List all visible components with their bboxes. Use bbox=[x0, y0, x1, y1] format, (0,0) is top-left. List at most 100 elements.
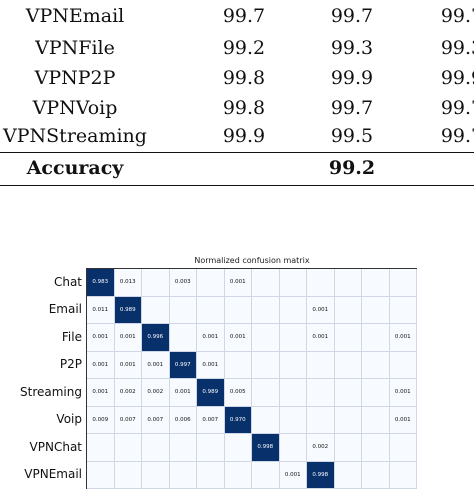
table-row: VPNP2P 99.8 99.9 99.9 bbox=[0, 64, 474, 92]
metric-value: 99.3 bbox=[320, 34, 384, 62]
matrix-cell bbox=[142, 434, 170, 462]
matrix-cell bbox=[252, 269, 280, 297]
metric-value: 99.7 bbox=[320, 94, 384, 122]
matrix-cell bbox=[252, 324, 280, 352]
metric-value: 99.9 bbox=[430, 64, 474, 92]
matrix-cell bbox=[335, 379, 363, 407]
matrix-cell bbox=[197, 269, 225, 297]
matrix-cell: 0.996 bbox=[142, 324, 170, 352]
matrix-cell: 0.002 bbox=[142, 379, 170, 407]
matrix-cell bbox=[197, 297, 225, 325]
matrix-cell: 0.001 bbox=[197, 352, 225, 380]
accuracy-value: 99.2 bbox=[320, 154, 384, 182]
matrix-cell bbox=[335, 407, 363, 435]
matrix-cell bbox=[280, 434, 308, 462]
matrix-cell: 0.001 bbox=[115, 352, 143, 380]
metric-value: 99.8 bbox=[212, 64, 276, 92]
matrix-cell: 0.998 bbox=[307, 462, 335, 489]
matrix-cell bbox=[362, 297, 390, 325]
matrix-cell: 0.997 bbox=[170, 352, 198, 380]
matrix-cell: 0.989 bbox=[115, 297, 143, 325]
matrix-cell bbox=[362, 407, 390, 435]
matrix-cell: 0.006 bbox=[170, 407, 198, 435]
matrix-cell: 0.009 bbox=[87, 407, 115, 435]
class-name: VPNVoip bbox=[0, 94, 150, 122]
row-label: Email bbox=[0, 302, 82, 316]
matrix-cell bbox=[142, 269, 170, 297]
matrix-cell: 0.002 bbox=[115, 379, 143, 407]
row-label: Chat bbox=[0, 275, 82, 289]
matrix-cell: 0.001 bbox=[390, 324, 418, 352]
row-label: P2P bbox=[0, 357, 82, 371]
matrix-cell: 0.001 bbox=[170, 379, 198, 407]
row-label: VPNEmail bbox=[0, 467, 82, 481]
matrix-cell bbox=[115, 462, 143, 489]
matrix-cell: 0.001 bbox=[280, 462, 308, 489]
matrix-cell: 0.001 bbox=[197, 324, 225, 352]
matrix-cell bbox=[225, 352, 253, 380]
matrix-cell bbox=[252, 297, 280, 325]
class-name: VPNFile bbox=[0, 34, 150, 62]
metric-value: 99.8 bbox=[212, 94, 276, 122]
matrix-cell bbox=[280, 297, 308, 325]
matrix-cell bbox=[362, 352, 390, 380]
matrix-cell: 0.011 bbox=[87, 297, 115, 325]
metric-value: 99.2 bbox=[212, 34, 276, 62]
matrix-cell: 0.007 bbox=[197, 407, 225, 435]
matrix-cell: 0.001 bbox=[142, 352, 170, 380]
matrix-cell bbox=[280, 324, 308, 352]
accuracy-label: Accuracy bbox=[0, 154, 150, 182]
matrix-cell bbox=[390, 434, 418, 462]
row-label: Voip bbox=[0, 412, 82, 426]
matrix-cell bbox=[252, 462, 280, 489]
matrix-cell: 0.007 bbox=[115, 407, 143, 435]
matrix-cell: 0.001 bbox=[87, 352, 115, 380]
table-row: VPNFile 99.2 99.3 99.3 bbox=[0, 34, 474, 62]
class-name: VPNStreaming bbox=[0, 122, 150, 150]
table-rule bbox=[0, 152, 474, 153]
matrix-cell: 0.002 bbox=[307, 434, 335, 462]
matrix-cell bbox=[335, 434, 363, 462]
matrix-cell bbox=[87, 434, 115, 462]
table-row: VPNStreaming 99.9 99.5 99.7 bbox=[0, 122, 474, 150]
matrix-cell bbox=[362, 324, 390, 352]
matrix-cell bbox=[335, 269, 363, 297]
matrix-cell: 0.001 bbox=[390, 379, 418, 407]
matrix-cell: 0.003 bbox=[170, 269, 198, 297]
matrix-cell: 0.001 bbox=[225, 269, 253, 297]
matrix-cell bbox=[362, 462, 390, 489]
class-name: VPNP2P bbox=[0, 64, 150, 92]
matrix-cell bbox=[252, 379, 280, 407]
matrix-cell bbox=[142, 297, 170, 325]
matrix-cell bbox=[390, 462, 418, 489]
metric-value: 99.7 bbox=[430, 122, 474, 150]
matrix-cell bbox=[335, 352, 363, 380]
matrix-cell bbox=[280, 269, 308, 297]
row-label: Streaming bbox=[0, 385, 82, 399]
matrix-cell bbox=[362, 379, 390, 407]
matrix-cell bbox=[280, 379, 308, 407]
matrix-cell bbox=[115, 434, 143, 462]
matrix-cell: 0.001 bbox=[87, 379, 115, 407]
matrix-cell bbox=[225, 434, 253, 462]
matrix-cell: 0.005 bbox=[225, 379, 253, 407]
matrix-cell: 0.001 bbox=[307, 324, 335, 352]
matrix-cell: 0.001 bbox=[390, 407, 418, 435]
matrix-cell bbox=[225, 297, 253, 325]
table-row: VPNEmail 99.7 99.7 99.7 bbox=[0, 2, 474, 30]
matrix-cell: 0.001 bbox=[87, 324, 115, 352]
metric-value: 99.7 bbox=[430, 2, 474, 30]
metric-value: 99.5 bbox=[320, 122, 384, 150]
metric-value: 99.7 bbox=[320, 2, 384, 30]
matrix-cell bbox=[87, 462, 115, 489]
matrix-cell: 0.007 bbox=[142, 407, 170, 435]
matrix-cell bbox=[307, 407, 335, 435]
metric-value: 99.7 bbox=[212, 2, 276, 30]
matrix-cell bbox=[307, 269, 335, 297]
table-row: VPNVoip 99.8 99.7 99.7 bbox=[0, 94, 474, 122]
matrix-cell bbox=[390, 352, 418, 380]
confusion-matrix-title: Normalized confusion matrix bbox=[90, 256, 414, 265]
metric-value: 99.3 bbox=[430, 34, 474, 62]
matrix-cell bbox=[170, 462, 198, 489]
